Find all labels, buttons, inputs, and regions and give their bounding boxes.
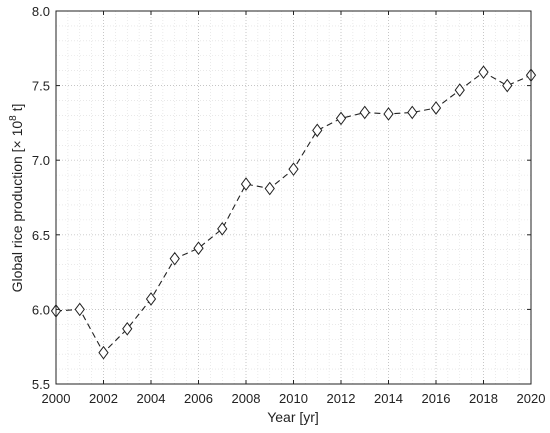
y-tick-label: 8.0 [32,4,50,19]
x-tick-label: 2004 [137,391,166,406]
y-tick-label: 7.0 [32,153,50,168]
data-point-marker [478,65,489,80]
data-point-marker [359,105,370,120]
x-axis-label: Year [yr] [267,409,319,425]
x-tick-label: 2014 [374,391,403,406]
y-axis-label-main: Global rice production [× 10 [9,121,25,293]
axis-ticks [55,10,532,385]
data-point-marker [502,78,513,93]
y-tick-label: 6.0 [32,302,50,317]
data-point-marker [264,181,275,196]
y-tick-label: 5.5 [32,377,50,392]
data-point-marker [193,241,204,256]
x-tick-label: 2006 [184,391,213,406]
data-point-marker [122,321,133,336]
y-axis-label-unit: t] [9,104,25,116]
y-tick-label: 6.5 [32,228,50,243]
data-point-marker [74,302,85,317]
x-tick-label: 2020 [517,391,546,406]
y-axis-label: Global rice production [× 108 t] [8,104,25,293]
x-tick-label: 2018 [469,391,498,406]
x-tick-label: 2000 [42,391,71,406]
data-point-marker [383,107,394,121]
x-tick-label: 2012 [327,391,356,406]
data-point-marker [335,111,347,126]
x-tick-label: 2002 [89,391,118,406]
x-tick-label: 2010 [279,391,308,406]
x-tick-label: 2016 [422,391,451,406]
x-tick-labels: 2000 2002 2004 2006 2008 2010 2012 2014 2016 2018… [42,391,546,406]
data-point-marker [430,101,442,115]
y-axis-label-exponent: 8 [8,115,19,121]
data-point-marker [407,105,418,120]
data-point-marker [98,345,109,360]
y-tick-label: 7.5 [32,79,50,94]
data-point-marker [288,162,299,176]
x-tick-label: 2008 [232,391,261,406]
y-tick-labels: 5.5 6.0 6.5 7.0 7.5 8.0 [32,4,50,392]
data-point-marker [312,123,323,138]
data-point-marker [169,251,180,266]
data-point-marker [145,292,157,306]
data-point-marker [217,221,228,236]
data-point-marker [454,83,465,97]
data-point-marker [240,177,252,191]
series-group [50,65,537,360]
